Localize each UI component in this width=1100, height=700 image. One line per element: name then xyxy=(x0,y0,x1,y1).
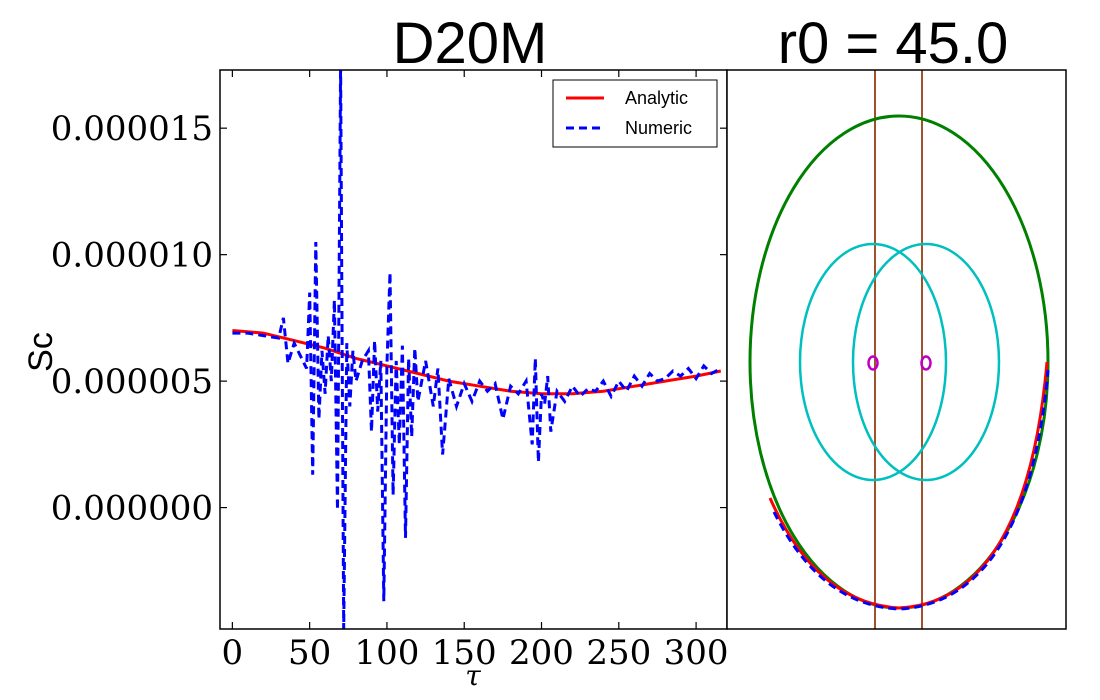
numeric-track xyxy=(772,369,1050,611)
x-tick-label: 300 xyxy=(664,633,729,673)
x-axis-label: τ xyxy=(465,659,481,692)
plot-background-left xyxy=(220,70,727,629)
small-circle-left xyxy=(867,355,879,371)
x-tick-label: 150 xyxy=(432,633,497,673)
y-axis-label: Sc xyxy=(22,332,60,372)
series-group-left xyxy=(232,70,722,629)
chart-title-left: D20M xyxy=(393,11,548,76)
y-tick-label: 0.000005 xyxy=(51,362,213,402)
chart-panel-left: D20M 0 50 100 150 200 250 300 0.000000 0.000005… xyxy=(22,11,729,692)
inner-circle-left xyxy=(798,242,948,482)
chart-panel-right: r0 = 45.0 xyxy=(726,11,1067,630)
chart-title-right: r0 = 45.0 xyxy=(778,11,1009,76)
x-tick-label: 50 xyxy=(288,633,331,673)
orbit-diagram xyxy=(748,70,1050,629)
x-tick-label: 200 xyxy=(509,633,574,673)
x-tick-label: 250 xyxy=(586,633,651,673)
plot-frame-right xyxy=(726,69,1067,630)
series-line-numeric xyxy=(232,70,722,629)
legend-label-numeric: Numeric xyxy=(625,118,692,138)
x-tick-label: 0 xyxy=(222,633,244,673)
plot-background-right xyxy=(727,70,1066,629)
plot-area-left xyxy=(219,69,728,630)
legend-label-analytic: Analytic xyxy=(625,88,688,108)
x-axis-ticks: 0 50 100 150 200 250 300 xyxy=(222,70,729,673)
inner-circle-right xyxy=(851,242,1001,482)
x-tick-label: 100 xyxy=(354,633,419,673)
y-tick-label: 0.000015 xyxy=(51,109,213,149)
y-tick-label: 0.000010 xyxy=(51,236,213,276)
y-axis-ticks: 0.000000 0.000005 0.000010 0.000015 xyxy=(51,109,727,529)
legend-box xyxy=(552,79,718,148)
y-tick-label: 0.000000 xyxy=(51,489,213,529)
small-circle-right xyxy=(920,355,932,371)
legend: Analytic Numeric xyxy=(552,79,718,148)
